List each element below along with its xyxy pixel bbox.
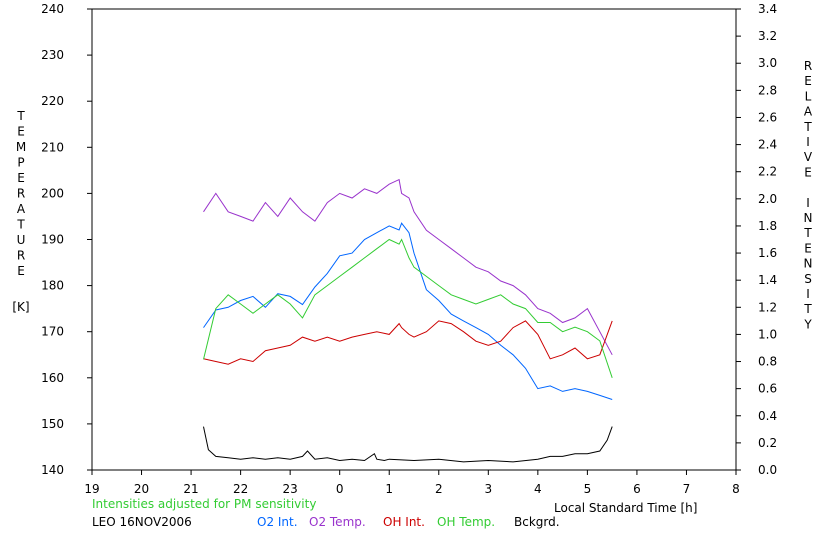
y-right-title-letter: E xyxy=(804,165,812,179)
y-right-tick-label: 2.6 xyxy=(758,110,777,124)
plot-frame xyxy=(91,8,737,471)
legend-entry-0: O2 Int. xyxy=(257,515,298,529)
legend: O2 Int. O2 Temp. OH Int. OH Temp. Bckgrd. xyxy=(257,515,560,529)
x-tick-label: 7 xyxy=(683,482,691,496)
y-right-title-letter: Y xyxy=(803,317,812,331)
y-left-title-letter: E xyxy=(17,125,25,139)
y-left-tick-label: 160 xyxy=(41,371,64,385)
legend-entry-3: OH Temp. xyxy=(437,515,495,529)
x-tick-label: 5 xyxy=(584,482,592,496)
y-right-tick-label: 1.8 xyxy=(758,219,777,233)
y-right-tick-label: 3.4 xyxy=(758,2,777,16)
y-left-unit: [K] xyxy=(12,300,29,314)
sensitivity-note: Intensities adjusted for PM sensitivity xyxy=(92,497,316,511)
x-tick-label: 20 xyxy=(134,482,149,496)
y-right-tick-label: 1.6 xyxy=(758,246,777,260)
x-tick-label: 8 xyxy=(732,482,740,496)
y-left-title-letter: R xyxy=(17,187,25,201)
y-right-title-letter: N xyxy=(804,211,813,225)
series-line-4 xyxy=(203,426,613,463)
y-left-title-letter: E xyxy=(17,264,25,278)
y-right-tick-label: 2.8 xyxy=(758,83,777,97)
y-left-tick-label: 240 xyxy=(41,2,64,16)
y-right-title-letter: R xyxy=(804,59,812,73)
y-right-tick-label: 2.4 xyxy=(758,138,777,152)
x-axis: 19 20 21 22 23 0 1 2 3 4 5 6 7 8 xyxy=(84,470,740,496)
y-right-tick-label: 0.4 xyxy=(758,409,777,423)
series-line-0 xyxy=(203,222,613,400)
y-right-title-letter: S xyxy=(804,272,812,286)
y-right-title-letter: L xyxy=(805,89,812,103)
legend-entry-2: OH Int. xyxy=(383,515,425,529)
y-right-title-letter: N xyxy=(804,257,813,271)
y-left-title-letter: M xyxy=(16,140,26,154)
series-layer xyxy=(203,178,613,463)
series-line-1 xyxy=(203,178,613,356)
y-left-tick-label: 230 xyxy=(41,48,64,62)
y-left-title-letter: A xyxy=(17,202,26,216)
y-left-title-letter: T xyxy=(16,218,25,232)
y-right-tick-label: 0.0 xyxy=(758,463,777,477)
y-right-title-letter: V xyxy=(804,150,813,164)
y-right-title-letter: E xyxy=(804,241,812,255)
y-right-tick-label: 1.2 xyxy=(758,300,777,314)
y-left-title-letter: E xyxy=(17,171,25,185)
y-right-title-letter: A xyxy=(804,105,813,119)
y-right-title-letter: I xyxy=(806,287,810,301)
x-tick-label: 22 xyxy=(233,482,248,496)
y-axis-right: 0.0 0.2 0.4 0.6 0.8 1.0 1.2 1.4 1.6 1.8 2.0 2.2 2.4 2… xyxy=(736,2,777,477)
y-left-tick-label: 150 xyxy=(41,417,64,431)
legend-entry-4: Bckgrd. xyxy=(514,515,560,529)
y-right-title-letter: T xyxy=(803,302,812,316)
y-left-title-letter: P xyxy=(17,156,24,170)
x-tick-label: 21 xyxy=(183,482,198,496)
legend-entry-1: O2 Temp. xyxy=(309,515,366,529)
y-right-tick-label: 1.0 xyxy=(758,327,777,341)
y-left-title-letter: R xyxy=(17,249,25,263)
y-right-tick-label: 0.6 xyxy=(758,382,777,396)
y-right-tick-label: 0.2 xyxy=(758,436,777,450)
x-tick-label: 0 xyxy=(336,482,344,496)
y-right-title-letter: T xyxy=(803,120,812,134)
y-right-tick-label: 0.8 xyxy=(758,355,777,369)
y-left-tick-label: 200 xyxy=(41,186,64,200)
y-right-tick-label: 2.2 xyxy=(758,165,777,179)
x-tick-label: 3 xyxy=(484,482,492,496)
y-right-title-letter: T xyxy=(803,226,812,240)
y-left-tick-label: 220 xyxy=(41,94,64,108)
series-line-2 xyxy=(203,320,613,365)
x-tick-label: 23 xyxy=(283,482,298,496)
y-left-tick-label: 210 xyxy=(41,140,64,154)
station-label: LEO 16NOV2006 xyxy=(92,515,192,529)
y-right-tick-label: 3.0 xyxy=(758,56,777,70)
y-right-title-letter: I xyxy=(806,196,810,210)
x-tick-label: 2 xyxy=(435,482,443,496)
y-right-tick-label: 3.2 xyxy=(758,29,777,43)
y-right-title-letter: I xyxy=(806,135,810,149)
x-tick-label: 6 xyxy=(633,482,641,496)
y-right-tick-label: 2.0 xyxy=(758,192,777,206)
x-tick-label: 4 xyxy=(534,482,542,496)
y-left-title-letter: U xyxy=(17,233,26,247)
y-right-tick-label: 1.4 xyxy=(758,273,777,287)
y-left-tick-label: 190 xyxy=(41,233,64,247)
y-left-tick-label: 140 xyxy=(41,463,64,477)
series-line-3 xyxy=(203,238,613,378)
x-tick-label: 19 xyxy=(84,482,99,496)
x-axis-title: Local Standard Time [h] xyxy=(554,501,697,515)
y-right-title-letter: E xyxy=(804,74,812,88)
y-left-tick-label: 170 xyxy=(41,325,64,339)
y-axis-left: 140 150 160 170 180 190 200 210 220 230 240 xyxy=(41,2,92,477)
x-tick-label: 1 xyxy=(385,482,393,496)
y-left-tick-label: 180 xyxy=(41,279,64,293)
y-left-title-letter: T xyxy=(16,109,25,123)
